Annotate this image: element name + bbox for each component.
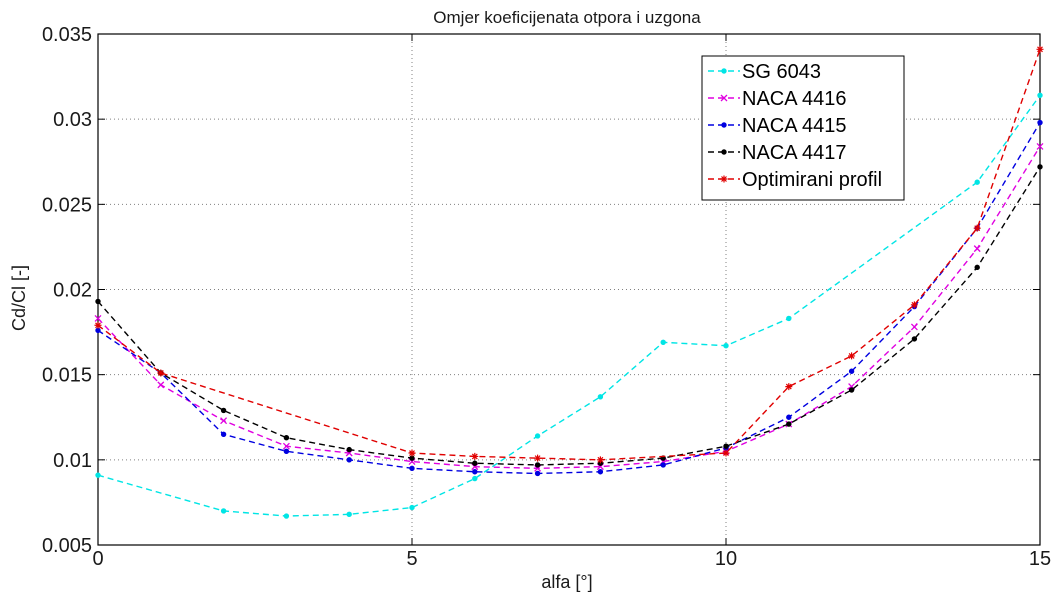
data-point bbox=[1036, 45, 1044, 53]
data-point bbox=[409, 465, 415, 472]
legend-label: NACA 4417 bbox=[742, 142, 847, 164]
data-point bbox=[910, 301, 918, 309]
data-point bbox=[157, 381, 165, 389]
legend-label: NACA 4416 bbox=[742, 88, 847, 110]
data-point bbox=[534, 462, 541, 468]
series-0 bbox=[95, 92, 1043, 519]
legend-box bbox=[701, 55, 905, 201]
y-tick-label: 0.025 bbox=[42, 194, 92, 216]
data-point bbox=[472, 460, 478, 466]
data-point bbox=[220, 417, 228, 425]
data-point bbox=[220, 431, 227, 437]
data-point bbox=[471, 452, 479, 460]
data-point bbox=[786, 421, 792, 427]
legend-item: NACA 4415 bbox=[708, 115, 847, 137]
x-tick-label: 10 bbox=[715, 548, 737, 570]
legend-label: NACA 4415 bbox=[742, 115, 847, 137]
data-point bbox=[911, 336, 918, 342]
y-tick-label: 0.03 bbox=[53, 109, 92, 131]
y-tick-label: 0.02 bbox=[53, 280, 92, 302]
data-point bbox=[346, 446, 352, 453]
data-point bbox=[283, 448, 290, 455]
data-point bbox=[973, 224, 981, 232]
data-point bbox=[723, 443, 729, 449]
x-tick-label: 0 bbox=[92, 548, 103, 570]
data-point bbox=[472, 469, 478, 475]
legend-item: NACA 4416 bbox=[708, 88, 847, 110]
data-point bbox=[597, 469, 604, 475]
legend-marker bbox=[720, 175, 728, 183]
data-point bbox=[848, 352, 856, 360]
series-line bbox=[97, 146, 1041, 470]
data-point bbox=[94, 321, 102, 329]
data-point bbox=[94, 314, 102, 322]
data-point bbox=[283, 434, 290, 441]
data-point bbox=[848, 368, 855, 374]
data-point bbox=[723, 343, 729, 349]
data-point bbox=[409, 504, 415, 511]
legend-item: Optimirani profil bbox=[708, 169, 882, 191]
legend-marker bbox=[721, 149, 727, 155]
data-point bbox=[1037, 119, 1043, 126]
chart-title: Omjer koeficijenata otpora i uzgona bbox=[433, 8, 701, 27]
legend: SG 6043 NACA 4416 NACA 4415 NACA 4417 Optimi… bbox=[701, 55, 905, 201]
data-point bbox=[220, 508, 227, 514]
data-point bbox=[472, 475, 478, 482]
data-point bbox=[1037, 92, 1043, 99]
data-point bbox=[95, 472, 101, 478]
legend-marker bbox=[721, 122, 727, 128]
legend-item: SG 6043 bbox=[708, 61, 821, 83]
data-point bbox=[346, 457, 352, 463]
data-point bbox=[785, 383, 793, 391]
data-point bbox=[597, 394, 604, 400]
data-point bbox=[220, 407, 227, 414]
data-point bbox=[534, 433, 541, 439]
y-tick-label: 0.01 bbox=[53, 450, 92, 472]
y-tick-label: 0.005 bbox=[42, 535, 92, 557]
legend-item: NACA 4417 bbox=[708, 142, 847, 164]
data-point bbox=[157, 369, 165, 377]
series-line bbox=[97, 49, 1041, 461]
legend-label: Optimirani profil bbox=[742, 169, 882, 191]
data-point bbox=[534, 470, 541, 477]
data-point bbox=[722, 449, 730, 457]
x-tick-label: 15 bbox=[1029, 548, 1051, 570]
data-point bbox=[786, 414, 792, 420]
data-point bbox=[346, 511, 352, 518]
y-tick-label: 0.035 bbox=[42, 24, 92, 46]
x-axis-label: alfa [°] bbox=[541, 572, 592, 592]
x-tick-label: 5 bbox=[406, 548, 417, 570]
data-point bbox=[282, 442, 290, 450]
data-point bbox=[660, 462, 666, 468]
data-point bbox=[974, 179, 980, 185]
data-point bbox=[1036, 142, 1044, 150]
series-line bbox=[97, 122, 1041, 475]
data-point bbox=[848, 387, 855, 393]
legend-marker bbox=[721, 68, 727, 74]
data-point bbox=[660, 339, 666, 346]
y-tick-label: 0.015 bbox=[42, 365, 92, 387]
data-point bbox=[974, 264, 980, 271]
data-point bbox=[1037, 164, 1043, 170]
data-point bbox=[973, 245, 981, 253]
series-line bbox=[97, 166, 1041, 466]
data-point bbox=[283, 513, 290, 519]
data-point bbox=[786, 315, 792, 322]
data-point bbox=[910, 323, 918, 331]
legend-label: SG 6043 bbox=[742, 61, 821, 83]
legend-marker bbox=[720, 94, 728, 102]
data-point bbox=[534, 454, 542, 462]
data-point bbox=[95, 298, 101, 305]
data-point bbox=[596, 456, 604, 464]
series-4 bbox=[94, 45, 1044, 464]
y-axis-label: Cd/Cl [-] bbox=[9, 265, 29, 331]
data-point bbox=[408, 449, 416, 457]
